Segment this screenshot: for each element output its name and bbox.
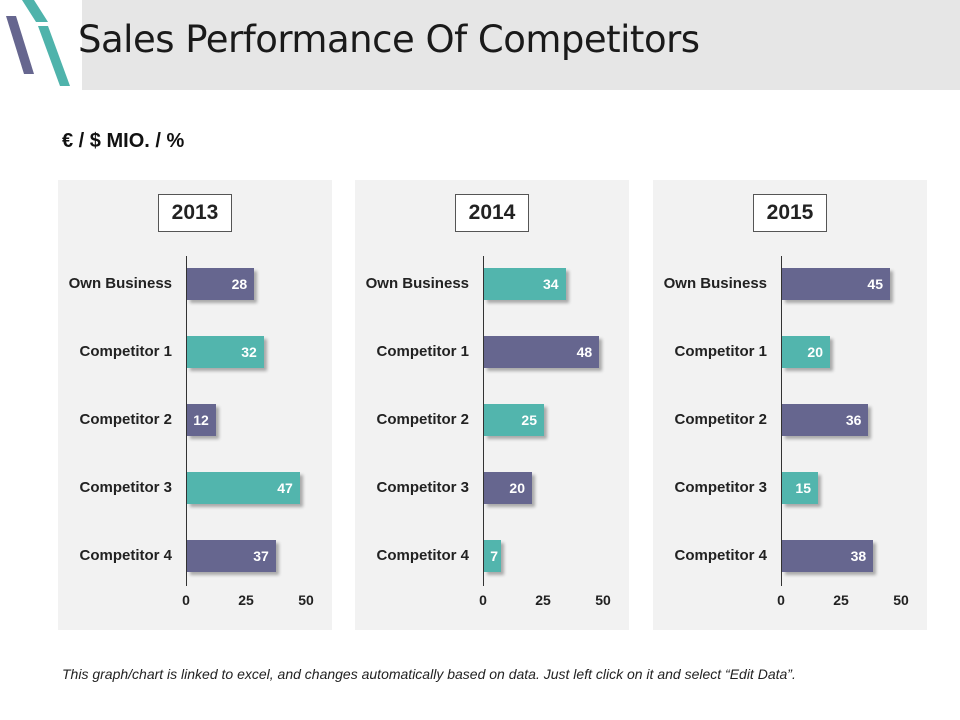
chart-title-2014: 2014 [455,194,529,232]
category-label: Competitor 4 [79,547,172,564]
bar-competitor-4[interactable] [484,540,501,572]
bar-value-label: 25 [521,412,537,428]
deco-stripe-purple [6,16,34,74]
bar-value-label: 7 [490,548,498,564]
bar-competitor-2[interactable] [782,404,869,436]
bar-value-label: 45 [867,276,883,292]
bar-competitor-1[interactable] [782,336,830,368]
bar-value-label: 12 [193,412,209,428]
deco-stripe-teal-top [22,0,48,22]
deco-stripe-teal-bottom [38,26,70,86]
bar-value-label: 34 [543,276,559,292]
chart-panel-2014: 2014 Own Business 34 Competitor 1 48 Competit… [355,180,629,630]
units-subtitle: € / $ MIO. / % [62,130,185,152]
bar-value-label: 37 [253,548,269,564]
category-label: Competitor 1 [674,343,767,360]
bar-competitor-4[interactable] [187,540,276,572]
category-label: Competitor 2 [674,411,767,428]
category-label: Competitor 1 [79,343,172,360]
bar-value-label: 15 [795,480,811,496]
bar-competitor-2[interactable] [187,404,216,436]
bar-competitor-3[interactable] [484,472,532,504]
category-label: Competitor 2 [79,411,172,428]
bar-value-label: 36 [845,412,862,428]
chart-title-2013: 2013 [158,194,232,232]
bar-own-business[interactable] [187,268,255,300]
y-axis-line [781,256,782,586]
bar-competitor-3[interactable] [782,472,818,504]
title-bar [0,0,960,90]
bar-competitor-4[interactable] [782,540,874,572]
category-label: Competitor 3 [79,479,172,496]
bar-value-label: 28 [231,276,248,292]
bar-own-business[interactable] [782,268,890,300]
category-label: Competitor 4 [674,547,767,564]
category-label: Competitor 4 [376,547,469,564]
chart-panel-2015: 2015 Own Business 45 Competitor 1 20 Competit… [653,180,927,630]
x-tick-label: 0 [777,592,785,608]
x-tick-label: 25 [238,592,254,608]
chart-title-2015: 2015 [753,194,827,232]
x-tick-label: 25 [833,592,849,608]
page-title: Sales Performance Of Competitors [78,18,700,61]
category-label: Own Business [68,275,172,292]
bar-own-business[interactable] [484,268,566,300]
bar-competitor-2[interactable] [484,404,544,436]
slash-decoration [6,0,70,86]
bar-value-label: 32 [241,344,257,360]
category-label: Own Business [663,275,767,292]
chart-panel-2013: 2013 Own Business 28 Competitor 1 32 Competit… [58,180,332,630]
category-label: Competitor 1 [376,343,469,360]
bar-value-label: 20 [807,344,823,360]
x-tick-label: 0 [479,592,487,608]
footnote: This graph/chart is linked to excel, and… [62,666,796,682]
bar-value-label: 48 [576,344,593,360]
bar-value-label: 38 [850,548,867,564]
bar-competitor-3[interactable] [187,472,300,504]
bar-value-label: 20 [509,480,525,496]
bar-competitor-1[interactable] [484,336,600,368]
y-axis-line [483,256,484,586]
x-tick-label: 50 [298,592,314,608]
x-tick-label: 50 [893,592,909,608]
bar-value-label: 47 [277,480,293,496]
category-label: Own Business [365,275,469,292]
x-tick-label: 0 [182,592,190,608]
x-tick-label: 25 [535,592,551,608]
bar-competitor-1[interactable] [187,336,264,368]
category-label: Competitor 3 [674,479,767,496]
x-tick-label: 50 [595,592,611,608]
category-label: Competitor 2 [376,411,469,428]
category-label: Competitor 3 [376,479,469,496]
y-axis-line [186,256,187,586]
